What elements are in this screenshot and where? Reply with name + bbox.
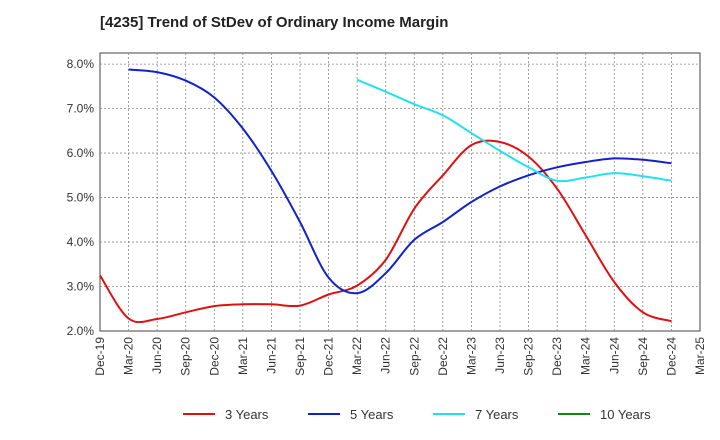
x-tick-label: Mar-24 bbox=[579, 337, 593, 375]
x-tick-label: Mar-21 bbox=[236, 337, 250, 375]
chart-title: [4235] Trend of StDev of Ordinary Income… bbox=[100, 14, 449, 31]
series-line-7-years bbox=[356, 78, 672, 183]
y-tick-label: 2.0% bbox=[67, 324, 95, 338]
x-tick-label: Sep-24 bbox=[636, 337, 650, 376]
y-tick-label: 3.0% bbox=[67, 280, 95, 294]
x-tick-label: Sep-21 bbox=[293, 337, 307, 376]
x-tick-label: Jun-21 bbox=[264, 337, 278, 374]
series-line-5-years bbox=[128, 68, 672, 295]
y-tick-label: 5.0% bbox=[67, 191, 95, 205]
x-tick-label: Dec-19 bbox=[93, 337, 107, 376]
legend-label-3-years: 3 Years bbox=[225, 407, 269, 422]
x-tick-label: Dec-21 bbox=[322, 337, 336, 376]
x-tick-label: Sep-23 bbox=[522, 337, 536, 376]
x-tick-label: Dec-23 bbox=[550, 337, 564, 376]
x-tick-label: Sep-22 bbox=[407, 337, 421, 376]
x-tick-label: Sep-20 bbox=[179, 337, 193, 376]
x-tick-label: Jun-22 bbox=[379, 337, 393, 374]
x-tick-label: Jun-23 bbox=[493, 337, 507, 374]
x-tick-label: Dec-20 bbox=[207, 337, 221, 376]
y-tick-label: 6.0% bbox=[67, 146, 95, 160]
y-tick-label: 7.0% bbox=[67, 102, 95, 116]
x-tick-label: Mar-22 bbox=[350, 337, 364, 375]
series-line-3-years bbox=[99, 139, 672, 324]
x-tick-label: Mar-20 bbox=[122, 337, 136, 375]
x-tick-label: Jun-24 bbox=[607, 337, 621, 374]
x-tick-label: Mar-23 bbox=[464, 337, 478, 375]
legend-label-5-years: 5 Years bbox=[350, 407, 394, 422]
legend-label-7-years: 7 Years bbox=[475, 407, 519, 422]
y-tick-label: 8.0% bbox=[67, 57, 95, 71]
plot-area bbox=[99, 52, 701, 332]
y-tick-label: 4.0% bbox=[67, 235, 95, 249]
legend-label-10-years: 10 Years bbox=[600, 407, 651, 422]
x-tick-label: Jun-20 bbox=[150, 337, 164, 374]
x-tick-label: Mar-25 bbox=[693, 337, 707, 375]
x-tick-label: Dec-24 bbox=[664, 337, 678, 376]
x-tick-label: Dec-22 bbox=[436, 337, 450, 376]
